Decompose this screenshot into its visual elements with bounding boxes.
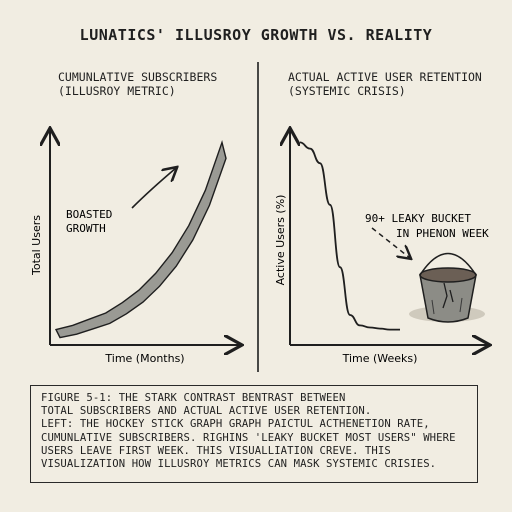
caption-line-3: LEFT: THE HOCKEY STICK GRAPH GRAPH PAICT… — [41, 418, 430, 431]
right-chart-title-line-2: (SYSTEMIC CRISIS) — [288, 84, 406, 98]
page-title: LUNATICS' ILLUSROY GROWTH VS. REALITY — [79, 26, 433, 44]
right-chart-title: ACTUAL ACTIVE USER RETENTION (SYSTEMIC C… — [288, 70, 482, 98]
caption-line-5: USERS LEAVE FIRST WEEK. THIS VISUALLIATI… — [41, 444, 391, 457]
right-chart-title-line-1: ACTUAL ACTIVE USER RETENTION — [288, 70, 482, 84]
right-chart: Active Users (%) Time (Weeks) 90+ LEAKY … — [274, 130, 489, 365]
left-growth-band — [54, 139, 227, 339]
right-annotation-arrow — [371, 227, 410, 258]
caption-line-1: FIGURE 5-1: THE STARK CONTRAST BENTRAST … — [41, 392, 346, 404]
left-y-axis-label: Total Users — [30, 215, 43, 276]
caption-line-2: TOTAL SUBSCRIBERS AND ACTUAL ACTIVE USER… — [41, 405, 372, 418]
right-retention-line — [299, 141, 400, 331]
right-annotation-line-1: 90+ LEAKY BUCKET — [365, 212, 471, 225]
right-y-axis-label: Active Users (%) — [274, 195, 287, 286]
left-chart-title-line-1: CUMUNLATIVE SUBSCRIBERS — [58, 70, 218, 84]
leaky-bucket-icon — [409, 252, 485, 323]
right-data-points — [300, 142, 400, 329]
right-annotation-line-2: IN PHENON WEEK — [396, 227, 489, 240]
right-x-axis-label: Time (Weeks) — [342, 352, 418, 365]
left-annotation-arrow — [131, 168, 176, 209]
panel-divider — [257, 62, 259, 372]
left-chart-title-line-2: (ILLUSROY METRIC) — [58, 84, 176, 98]
left-annotation-line-1: BOASTED — [66, 208, 112, 221]
left-chart: Total Users Time (Months) BOASTED GROWTH — [30, 130, 240, 365]
figure-caption: FIGURE 5-1: THE STARK CONTRAST BENTRAST … — [30, 385, 478, 483]
caption-line-4: CUMUNLATIVE SUBSCRIBERS. RIGHINS 'LEAKY … — [41, 431, 456, 444]
left-x-axis-label: Time (Months) — [104, 352, 184, 365]
left-chart-title: CUMUNLATIVE SUBSCRIBERS (ILLUSROY METRIC… — [58, 70, 217, 98]
charts-canvas: Total Users Time (Months) BOASTED GROWTH… — [30, 0, 512, 365]
caption-line-6: VISUALIZATION HOW ILLUSROY METRICS CAN M… — [41, 458, 437, 471]
left-annotation-line-2: GROWTH — [66, 222, 106, 235]
